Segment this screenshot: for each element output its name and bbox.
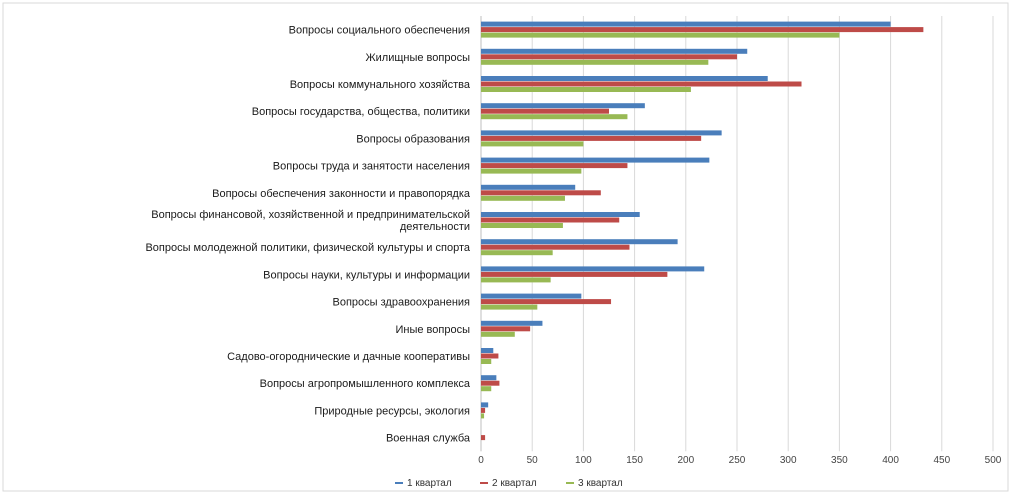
bar: [481, 27, 924, 33]
bars: [481, 21, 924, 441]
category-label: Жилищные вопросы: [365, 52, 470, 64]
category-label: Вопросы науки, культуры и информации: [263, 269, 470, 281]
bar: [481, 375, 497, 381]
bar: [481, 190, 601, 196]
bar: [481, 223, 563, 228]
x-tick-label: 500: [985, 455, 1002, 466]
bar: [481, 244, 630, 250]
bar: [481, 32, 840, 38]
x-tick-label: 200: [677, 455, 694, 466]
category-label: Вопросы государства, общества, политики: [252, 106, 470, 118]
bar: [481, 217, 620, 223]
bar: [481, 108, 609, 114]
bar: [481, 184, 576, 190]
bar: [481, 353, 499, 359]
bar: [481, 386, 492, 392]
bar: [481, 326, 531, 332]
bar: [481, 331, 515, 337]
legend-label: 1 квартал: [407, 478, 452, 489]
x-tick-label: 100: [575, 455, 592, 466]
bar: [481, 271, 668, 277]
x-tick-label: 400: [882, 455, 899, 466]
x-tick-label: 450: [933, 455, 950, 466]
category-label: Вопросы социального обеспечения: [289, 25, 470, 37]
bar: [481, 380, 500, 386]
bar: [481, 141, 584, 147]
x-tick-label: 150: [626, 455, 643, 466]
category-label: Вопросы молодежной политики, физической …: [145, 242, 470, 254]
bar: [481, 304, 538, 310]
category-label: Вопросы здравоохранения: [333, 297, 471, 309]
category-labels: Вопросы социального обеспечения Жилищные …: [145, 25, 470, 445]
bar: [481, 157, 710, 163]
category-label: Природные ресурсы, экология: [314, 405, 470, 417]
bar: [481, 135, 702, 141]
category-label: Вопросы коммунального хозяйства: [290, 79, 471, 91]
x-tick-label: 0: [478, 455, 484, 466]
bar: [481, 402, 489, 408]
category-label: Вопросы обеспечения законности и правопо…: [212, 188, 471, 200]
bar: [481, 348, 494, 353]
category-label: Садово-огороднические и дачные кооперати…: [227, 351, 470, 363]
bar: [481, 130, 722, 136]
bar: [481, 407, 486, 413]
bar: [481, 163, 628, 169]
bar: [481, 195, 565, 201]
x-tick-label: 50: [527, 455, 539, 466]
bar: [481, 81, 802, 87]
bar: [481, 212, 640, 217]
legend: 1 квартал 2 квартал 3 квартал: [395, 478, 623, 489]
bar: [481, 103, 645, 109]
bar: [481, 359, 492, 364]
legend-label: 3 квартал: [578, 478, 623, 489]
bar: [481, 54, 737, 60]
category-label: Вопросы труда и занятости населения: [273, 161, 470, 173]
x-tick-label: 350: [831, 455, 848, 466]
category-label: Вопросы образования: [356, 133, 470, 145]
category-label: Военная служба: [386, 433, 471, 445]
bar: [481, 168, 582, 174]
bar: [481, 250, 553, 256]
bar: [481, 435, 486, 441]
bar: [481, 87, 691, 92]
legend-label: 2 квартал: [492, 478, 537, 489]
bar: [481, 266, 705, 272]
bar: [481, 114, 628, 120]
x-tick-label: 300: [780, 455, 797, 466]
bar: [481, 59, 709, 65]
bar: [481, 239, 678, 245]
bar: [481, 21, 891, 27]
bar: [481, 413, 485, 419]
x-tick-labels: 0 50 100 150 200 250 300 350 400 450 500: [478, 455, 1002, 466]
bar: [481, 293, 582, 299]
category-label: Вопросы финансовой, хозяйственной и пред…: [151, 209, 470, 233]
category-label: Вопросы агропромышленного комплекса: [260, 378, 471, 390]
bar: [481, 299, 612, 305]
bar: [481, 277, 551, 283]
category-label: Иные вопросы: [396, 324, 471, 336]
x-tick-label: 250: [729, 455, 746, 466]
bar: [481, 48, 748, 54]
bar: [481, 76, 768, 81]
bar: [481, 320, 543, 326]
